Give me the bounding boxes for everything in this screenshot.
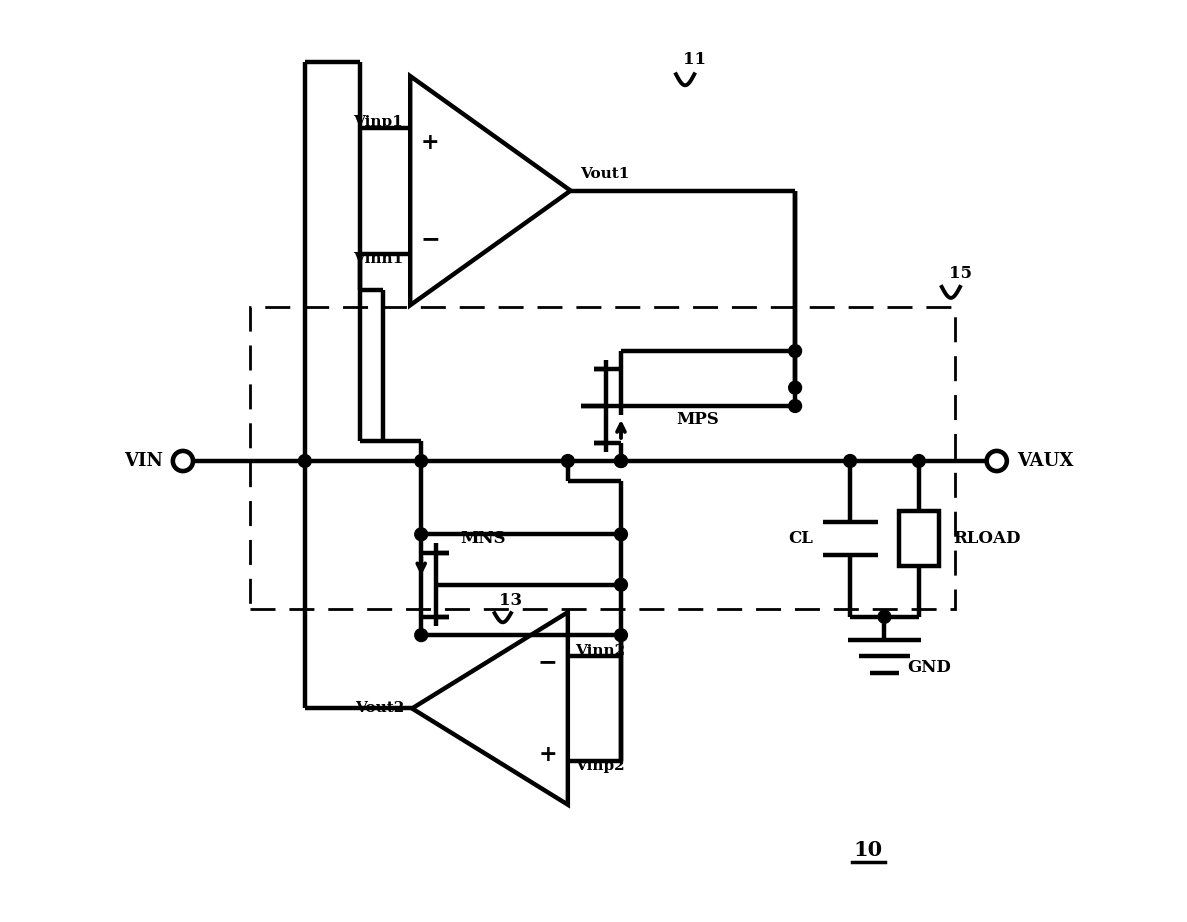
Circle shape: [788, 399, 801, 412]
Text: +: +: [539, 744, 557, 765]
Bar: [249, 307, 956, 609]
Circle shape: [615, 455, 628, 467]
Text: MPS: MPS: [675, 411, 719, 428]
Text: Vinp1: Vinp1: [353, 115, 402, 129]
Circle shape: [298, 455, 311, 467]
Circle shape: [615, 455, 628, 467]
Text: Vinn2: Vinn2: [576, 644, 626, 657]
Circle shape: [173, 451, 193, 471]
Circle shape: [986, 451, 1007, 471]
Text: RLOAD: RLOAD: [953, 530, 1021, 548]
Text: Vout1: Vout1: [579, 167, 629, 181]
Circle shape: [615, 578, 628, 591]
Circle shape: [913, 455, 925, 467]
Circle shape: [561, 455, 575, 467]
Text: +: +: [421, 132, 439, 154]
Text: GND: GND: [907, 658, 951, 676]
Text: −: −: [420, 227, 440, 251]
Text: −: −: [538, 650, 558, 674]
Circle shape: [615, 629, 628, 642]
Text: 15: 15: [948, 265, 972, 281]
Text: Vinn1: Vinn1: [353, 253, 402, 266]
Text: Vinp2: Vinp2: [576, 759, 624, 774]
Text: 10: 10: [853, 841, 883, 860]
Bar: [899, 512, 939, 566]
Text: VIN: VIN: [123, 452, 163, 470]
Text: Vout2: Vout2: [355, 702, 405, 715]
Circle shape: [414, 455, 427, 467]
Circle shape: [788, 382, 801, 394]
Text: MNS: MNS: [461, 530, 506, 548]
Circle shape: [414, 528, 427, 540]
Text: 11: 11: [683, 51, 706, 68]
Text: VAUX: VAUX: [1017, 452, 1073, 470]
Circle shape: [788, 345, 801, 358]
Circle shape: [844, 455, 857, 467]
Circle shape: [878, 610, 891, 623]
Text: CL: CL: [788, 530, 813, 548]
Circle shape: [615, 528, 628, 540]
Text: 13: 13: [500, 592, 522, 609]
Circle shape: [414, 629, 427, 642]
